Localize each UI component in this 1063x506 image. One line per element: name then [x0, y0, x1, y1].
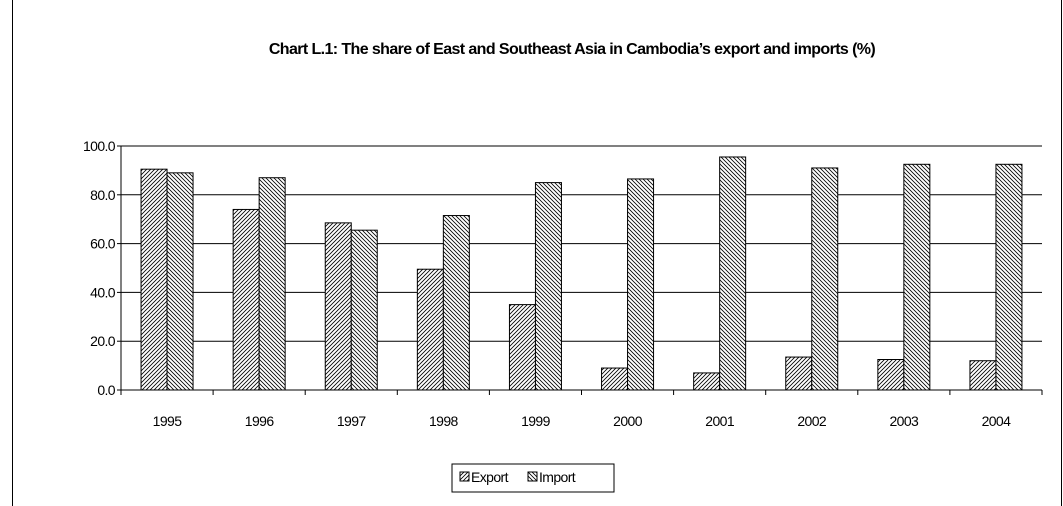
y-tick-label: 0.0	[97, 382, 115, 398]
bar-import-2001	[719, 156, 747, 391]
bar-export-1998	[416, 268, 444, 391]
bar-export-2001	[693, 372, 721, 391]
x-tick-label: 1998	[429, 413, 459, 429]
legend-swatch-import	[527, 471, 538, 482]
bar-export-1996	[232, 208, 260, 391]
y-tick-label: 20.0	[90, 333, 116, 349]
bar-import-1995	[166, 172, 194, 391]
x-tick-labels: 1995 1996 1997 1998 1999 2000 2001 2002 2003 2004	[153, 413, 1012, 429]
bar-export-1995	[140, 168, 168, 391]
chart-title: Chart L.1: The share of East and Southea…	[269, 41, 876, 58]
bar-export-1999	[508, 304, 536, 391]
bar-import-2002	[811, 167, 839, 391]
bars	[140, 156, 1023, 391]
bar-import-2000	[627, 178, 655, 391]
x-tick-label: 2004	[982, 413, 1012, 429]
bar-import-2004	[995, 163, 1023, 391]
y-tick-labels: 0.0 20.0 40.0 60.0 80.0 100.0	[83, 138, 116, 398]
x-tick-label: 2003	[889, 413, 919, 429]
bar-export-2002	[785, 356, 813, 391]
x-tick-label: 1996	[245, 413, 275, 429]
x-tick-label: 1999	[521, 413, 551, 429]
bar-import-2003	[903, 163, 931, 391]
x-tick-label: 1995	[153, 413, 183, 429]
bar-import-1997	[350, 229, 378, 391]
legend-label-export: Export	[471, 469, 509, 485]
bar-export-2004	[969, 360, 997, 391]
legend-swatch-export	[459, 471, 470, 482]
bar-export-2003	[877, 359, 905, 391]
y-tick-label: 80.0	[90, 187, 116, 203]
chart-frame	[12, 0, 1062, 506]
y-tick-label: 100.0	[83, 138, 116, 154]
x-tick-label: 2000	[613, 413, 643, 429]
bar-import-1999	[534, 182, 562, 391]
bar-import-1998	[442, 215, 470, 391]
y-tick-label: 60.0	[90, 236, 116, 252]
legend: Export Import	[451, 463, 615, 493]
x-tick-label: 2002	[797, 413, 827, 429]
x-tick-label: 2001	[705, 413, 735, 429]
bar-export-2000	[601, 367, 629, 391]
bar-export-1997	[324, 222, 352, 391]
y-tick-label: 40.0	[90, 284, 116, 300]
legend-label-import: Import	[539, 469, 576, 485]
bar-import-1996	[258, 177, 286, 391]
axes	[117, 145, 1043, 395]
x-tick-label: 1997	[337, 413, 367, 429]
